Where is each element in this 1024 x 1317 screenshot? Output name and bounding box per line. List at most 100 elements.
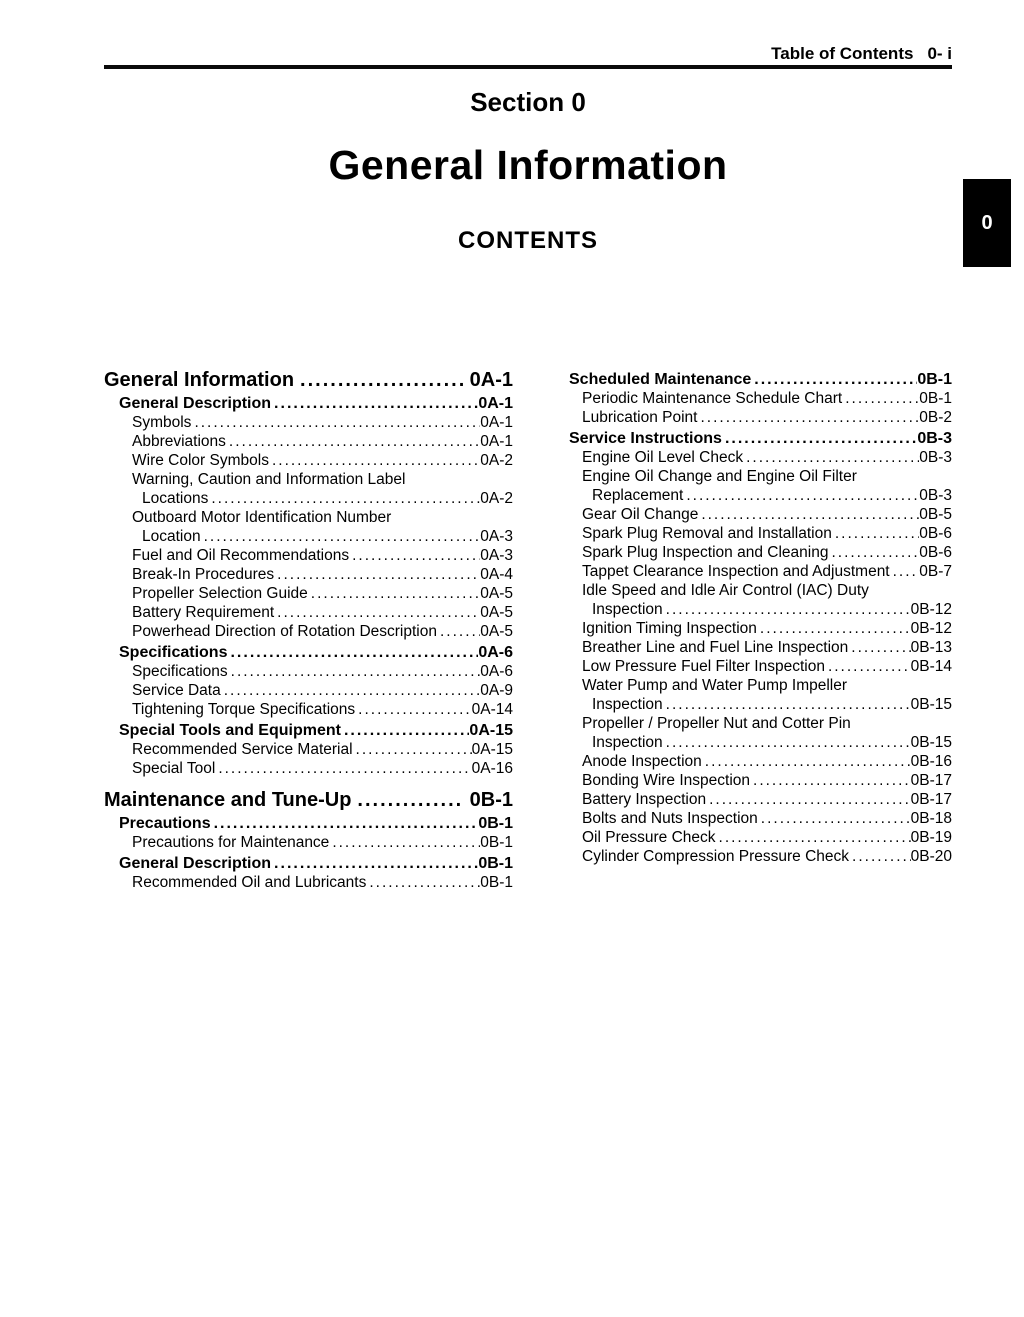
toc-entry: General Description 0B-1 [104, 854, 513, 873]
toc-leader-dots [344, 721, 469, 740]
toc-entry-page: 0A-5 [480, 623, 513, 640]
toc-entry-line: Bonding Wire Inspection 0B-17 [554, 771, 952, 790]
toc-entry-page: 0B-3 [919, 449, 952, 466]
toc-entry: Precautions 0B-1 [104, 814, 513, 833]
toc-entry: Water Pump and Water Pump Impeller Inspec… [554, 676, 952, 714]
toc-entry-line: Replacement 0B-3 [554, 486, 952, 505]
toc-leader-dots [700, 408, 919, 427]
toc-entry-line: Idle Speed and Idle Air Control (IAC) Du… [554, 581, 952, 600]
toc-leader-dots [358, 700, 471, 719]
toc-leader-dots [218, 759, 471, 778]
toc-entry-page: 0B-3 [917, 430, 952, 447]
toc-entry-line: General Description 0B-1 [104, 854, 513, 873]
section-thumb-tab: 0 [963, 179, 1011, 267]
toc-entry: Battery Inspection 0B-17 [554, 790, 952, 809]
toc-entry: Propeller / Propeller Nut and Cotter Pin… [554, 714, 952, 752]
toc-entry-label: Bonding Wire Inspection [582, 772, 751, 789]
toc-entry-page: 0A-15 [469, 722, 513, 739]
toc-entry-label: Gear Oil Change [582, 506, 699, 523]
running-header-page-number: 0- i [927, 44, 952, 63]
toc-entry-line: Precautions 0B-1 [104, 814, 513, 833]
toc-entry: Propeller Selection Guide 0A-5 [104, 584, 513, 603]
toc-leader-dots [746, 448, 919, 467]
running-header-label: Table of Contents [771, 44, 914, 63]
toc-entry: Idle Speed and Idle Air Control (IAC) Du… [554, 581, 952, 619]
toc-entry-line: Locations 0A-2 [104, 489, 513, 508]
toc-entry-page: 0B-1 [480, 834, 513, 851]
toc-entry: Abbreviations 0A-1 [104, 432, 513, 451]
toc-entry-label: Special Tools and Equipment [119, 722, 341, 739]
toc-entry-line: Inspection 0B-15 [554, 695, 952, 714]
toc-entry-page: 0B-1 [919, 390, 952, 407]
toc-entry: Tappet Clearance Inspection and Adjustme… [554, 562, 952, 581]
toc-entry: Special Tools and Equipment 0A-15 [104, 721, 513, 740]
toc-entry-page: 0B-19 [910, 829, 952, 846]
toc-entry: Specifications 0A-6 [104, 643, 513, 662]
toc-entry-page: 0B-6 [919, 525, 952, 542]
toc-entry-line: Fuel and Oil Recommendations 0A-3 [104, 546, 513, 565]
toc-entry: Lubrication Point 0B-2 [554, 408, 952, 427]
toc-entry: Bolts and Nuts Inspection 0B-18 [554, 809, 952, 828]
toc-entry-page: 0A-2 [480, 490, 513, 507]
toc-entry-label: Oil Pressure Check [582, 829, 716, 846]
toc-entry-label: General Information [104, 369, 295, 391]
toc-entry-label: Engine Oil Change and Engine Oil Filter [582, 468, 857, 485]
toc-entry-label: Propeller / Propeller Nut and Cotter Pin [582, 715, 851, 732]
toc-entry: Wire Color Symbols 0A-2 [104, 451, 513, 470]
toc-leader-dots [835, 524, 919, 543]
toc-entry-line: Specifications 0A-6 [104, 643, 513, 662]
toc-entry: Powerhead Direction of Rotation Descript… [104, 622, 513, 641]
toc-entry: Service Data 0A-9 [104, 681, 513, 700]
toc-leader-dots [852, 847, 911, 866]
toc-leader-dots [666, 695, 911, 714]
toc-leader-dots [231, 662, 481, 681]
toc-entry-line: Service Instructions 0B-3 [554, 429, 952, 448]
toc-entry-label: Tappet Clearance Inspection and Adjustme… [582, 563, 890, 580]
toc-entry-label: Cylinder Compression Pressure Check [582, 848, 850, 865]
toc-entry-label: Precautions [119, 815, 211, 832]
toc-entry-label: Service Data [132, 682, 221, 699]
toc-entry: Precautions for Maintenance 0B-1 [104, 833, 513, 852]
toc-entry-line: Special Tool 0A-16 [104, 759, 513, 778]
toc-entry: Tightening Torque Specifications 0A-14 [104, 700, 513, 719]
toc-entry: Outboard Motor Identification Number Loca… [104, 508, 513, 546]
toc-entry-line: Propeller Selection Guide 0A-5 [104, 584, 513, 603]
toc-entry-label: Wire Color Symbols [132, 452, 269, 469]
toc-leader-dots [274, 394, 478, 413]
toc-entry: Spark Plug Removal and Installation 0B-6 [554, 524, 952, 543]
toc-entry-line: Inspection 0B-12 [554, 600, 952, 619]
toc-leader-dots [311, 584, 480, 603]
toc-leader-dots [760, 619, 911, 638]
running-header: Table of Contents 0- i [771, 44, 952, 64]
toc-columns: General Information0A-1 General Descripti… [104, 368, 952, 892]
toc-entry-line: Spark Plug Inspection and Cleaning 0B-6 [554, 543, 952, 562]
toc-entry-line: Recommended Service Material 0A-15 [104, 740, 513, 759]
contents-heading: CONTENTS [458, 227, 598, 254]
toc-entry-page: 0B-1 [480, 874, 513, 891]
toc-entry-page: 0B-5 [919, 506, 952, 523]
toc-entry-label: Maintenance and Tune-Up [104, 789, 352, 811]
toc-entry-page: 0A-5 [480, 604, 513, 621]
toc-leader-dots [851, 638, 910, 657]
toc-entry-label: Fuel and Oil Recommendations [132, 547, 350, 564]
toc-leader-dots [214, 814, 479, 833]
toc-entry-label: Periodic Maintenance Schedule Chart [582, 390, 843, 407]
toc-entry-label: Warning, Caution and Information Label [132, 471, 406, 488]
toc-leader-dots [277, 603, 480, 622]
toc-entry-line: General Information 0A-1 [104, 368, 513, 392]
toc-leader-dots [754, 370, 917, 389]
toc-entry-page: 0B-6 [919, 544, 952, 561]
toc-entry-line: Cylinder Compression Pressure Check 0B-20 [554, 847, 952, 866]
toc-entry-label: Inspection [592, 601, 663, 618]
toc-entry-label: General Description [119, 855, 272, 872]
toc-entry-line: Break-In Procedures 0A-4 [104, 565, 513, 584]
toc-entry-line: Specifications 0A-6 [104, 662, 513, 681]
toc-entry-line: General Description 0A-1 [104, 394, 513, 413]
toc-entry-line: Symbols 0A-1 [104, 413, 513, 432]
toc-entry: Ignition Timing Inspection 0B-12 [554, 619, 952, 638]
toc-leader-dots [753, 771, 911, 790]
toc-leader-dots [845, 389, 919, 408]
toc-leader-dots [224, 681, 481, 700]
toc-entry-label: Specifications [119, 644, 228, 661]
toc-leader-dots [357, 788, 463, 812]
